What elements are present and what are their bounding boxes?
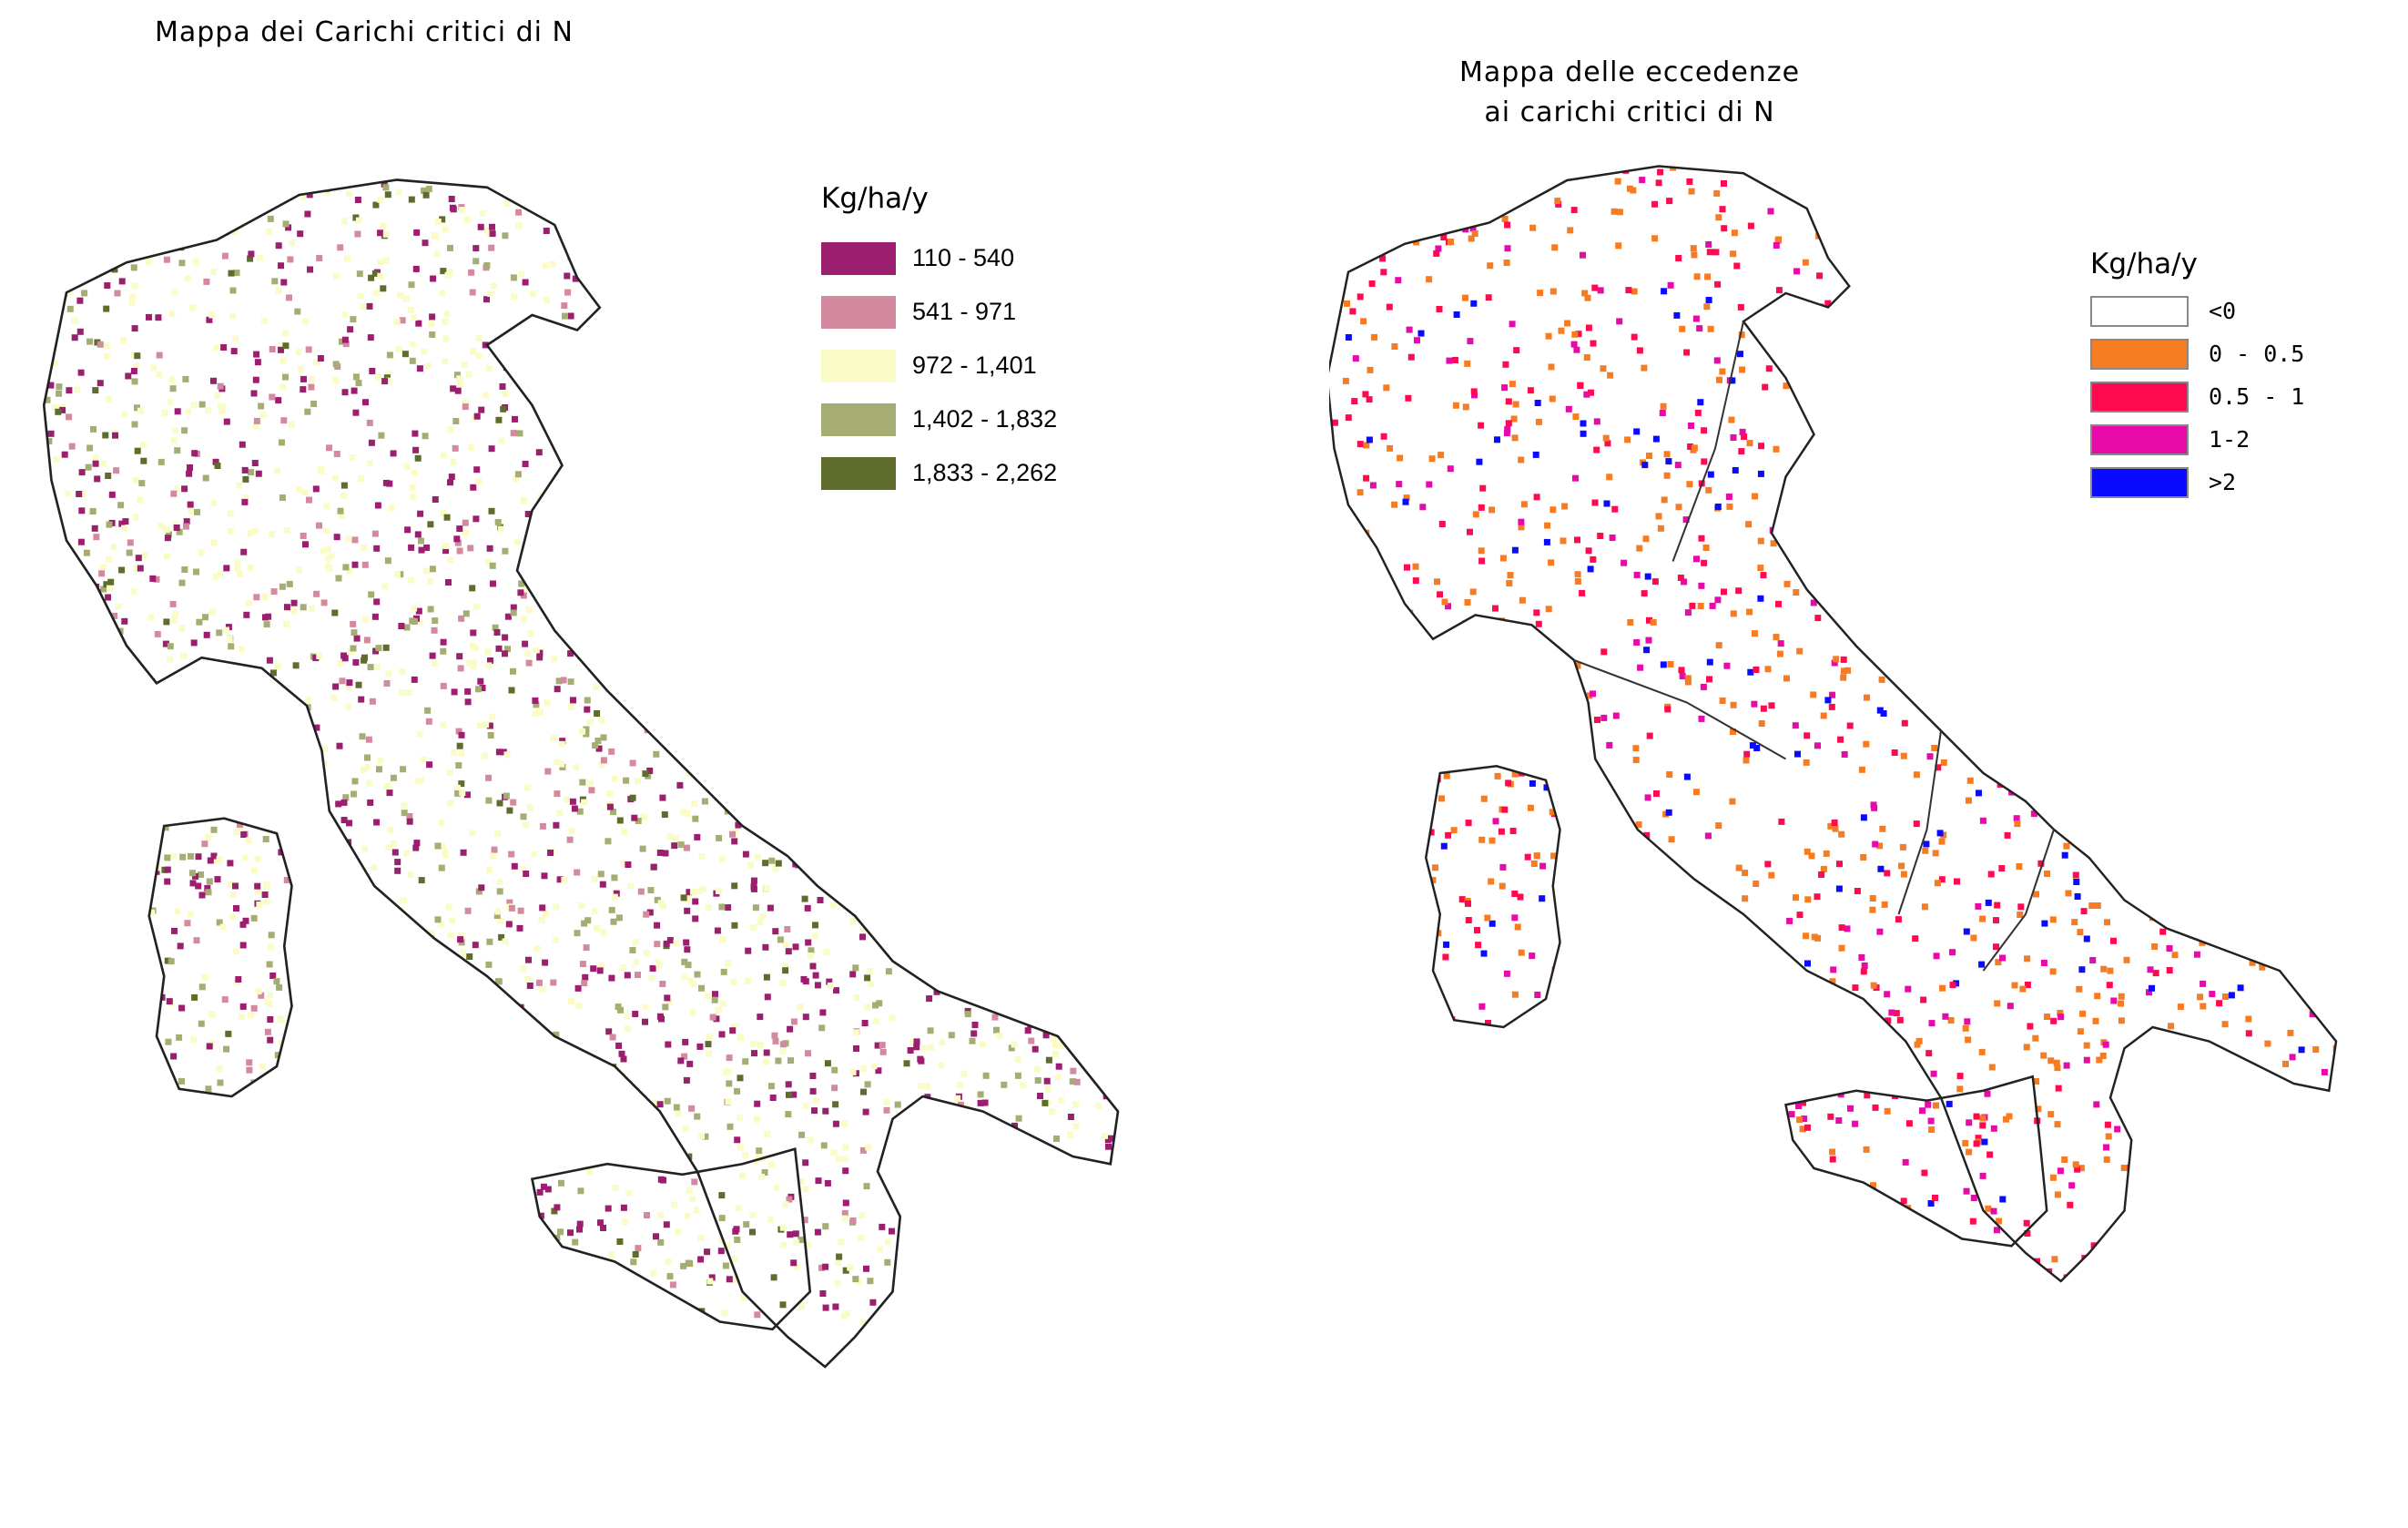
- legend-label: 0.5 - 1: [2209, 383, 2305, 410]
- legend-label: >2: [2209, 469, 2237, 495]
- legend-label: 0 - 0.5: [2209, 341, 2305, 367]
- legend-label: 541 - 971: [912, 298, 1017, 325]
- legend-swatch: [821, 402, 896, 436]
- critical-loads-legend: Kg/ha/y 110 - 540 541 - 971 972 - 1,401 …: [821, 182, 1057, 500]
- exceedance-legend: Kg/ha/y <0 0 - 0.5 0.5 - 1 1-2 >2: [2090, 248, 2304, 504]
- legend-swatch: [821, 456, 896, 490]
- legend-item: 110 - 540: [821, 231, 1057, 285]
- legend-label: 1,833 - 2,262: [912, 459, 1058, 486]
- legend-swatch: [821, 241, 896, 275]
- legend-swatch: [2090, 295, 2189, 327]
- legend-label: 1,402 - 1,832: [912, 405, 1058, 433]
- legend-item: 0.5 - 1: [2090, 375, 2304, 418]
- legend-swatch: [2090, 338, 2189, 370]
- legend-item: 541 - 971: [821, 285, 1057, 339]
- legend-label: 972 - 1,401: [912, 351, 1037, 379]
- critical-loads-map: [42, 178, 1120, 1369]
- legend-swatch: [2090, 466, 2189, 498]
- italy-outline-regions: [1329, 165, 2338, 1283]
- exceedance-map: [1329, 165, 2338, 1283]
- legend-item: 972 - 1,401: [821, 339, 1057, 392]
- legend-item: >2: [2090, 461, 2304, 504]
- right-map-title-line2: ai carichi critici di N: [1484, 97, 1775, 128]
- italy-outline: [42, 178, 1120, 1369]
- legend-item: 1,402 - 1,832: [821, 392, 1057, 446]
- legend-label: 1-2: [2209, 426, 2251, 453]
- legend-swatch: [2090, 423, 2189, 455]
- legend-item: 0 - 0.5: [2090, 332, 2304, 375]
- left-map-title: Mappa dei Carichi critici di N: [154, 16, 574, 48]
- legend-label: <0: [2209, 298, 2237, 324]
- legend-swatch: [2090, 381, 2189, 413]
- legend-unit-title: Kg/ha/y: [821, 182, 929, 215]
- legend-item: 1,833 - 2,262: [821, 446, 1057, 500]
- legend-unit-title: Kg/ha/y: [2090, 248, 2198, 280]
- legend-label: 110 - 540: [912, 244, 1015, 271]
- legend-item: 1-2: [2090, 418, 2304, 461]
- legend-item: <0: [2090, 290, 2304, 332]
- right-map-title-line1: Mappa delle eccedenze: [1458, 56, 1801, 88]
- legend-swatch: [821, 295, 896, 329]
- legend-swatch: [821, 349, 896, 382]
- right-map-title: Mappa delle eccedenze ai carichi critici…: [1384, 53, 1875, 133]
